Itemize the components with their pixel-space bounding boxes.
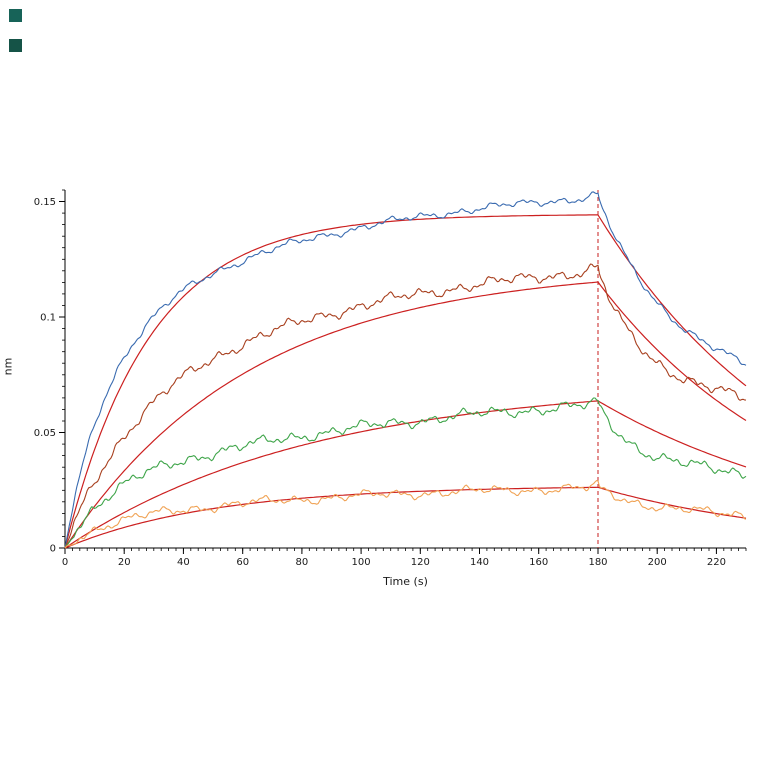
svg-text:160: 160 <box>529 557 548 568</box>
svg-text:80: 80 <box>296 557 309 568</box>
svg-text:200: 200 <box>648 557 667 568</box>
svg-text:0.15: 0.15 <box>34 197 56 208</box>
svg-text:60: 60 <box>236 557 249 568</box>
svg-text:0: 0 <box>62 557 68 568</box>
svg-text:0: 0 <box>50 544 56 555</box>
svg-text:120: 120 <box>411 557 430 568</box>
corner-marker-bottom <box>9 39 22 52</box>
svg-text:20: 20 <box>118 557 131 568</box>
svg-text:180: 180 <box>588 557 607 568</box>
x-axis-label: Time (s) <box>383 575 428 588</box>
svg-text:140: 140 <box>470 557 489 568</box>
svg-text:220: 220 <box>707 557 726 568</box>
svg-text:100: 100 <box>352 557 371 568</box>
svg-text:0.05: 0.05 <box>34 428 56 439</box>
y-axis-label: nm <box>1 357 15 376</box>
corner-marker-top <box>9 9 22 22</box>
svg-text:40: 40 <box>177 557 190 568</box>
svg-text:0.1: 0.1 <box>40 313 56 324</box>
